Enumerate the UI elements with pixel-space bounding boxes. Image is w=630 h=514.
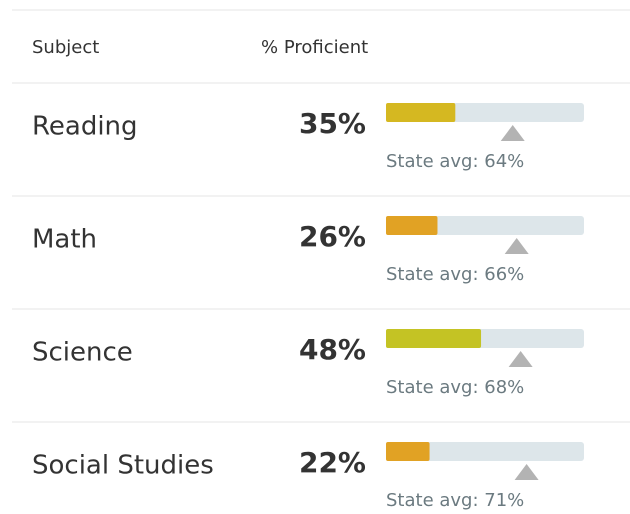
- bar-track: [386, 442, 584, 461]
- subject: Social Studies: [32, 451, 214, 481]
- state-avg-marker: [500, 125, 525, 141]
- state-avg-label: State avg: 68%: [386, 377, 524, 398]
- bar: [386, 103, 456, 122]
- bar: [386, 442, 430, 461]
- subject: Reading: [32, 112, 138, 142]
- subject: Science: [32, 338, 133, 368]
- bar: [386, 329, 482, 348]
- state-avg-label: State avg: 64%: [386, 151, 524, 172]
- percent: 26%: [299, 220, 366, 253]
- subject: Math: [32, 225, 97, 255]
- header-proficient: % Proficient: [261, 37, 368, 58]
- state-avg-label: State avg: 66%: [386, 264, 524, 285]
- percent: 48%: [299, 333, 366, 366]
- state-avg-label: State avg: 71%: [386, 490, 524, 511]
- state-avg-marker: [504, 238, 529, 254]
- percent: 22%: [299, 446, 366, 479]
- state-avg-marker: [508, 351, 533, 367]
- bar: [386, 216, 438, 235]
- state-avg-marker: [514, 464, 539, 480]
- percent: 35%: [299, 107, 366, 140]
- header-subject: Subject: [32, 37, 99, 58]
